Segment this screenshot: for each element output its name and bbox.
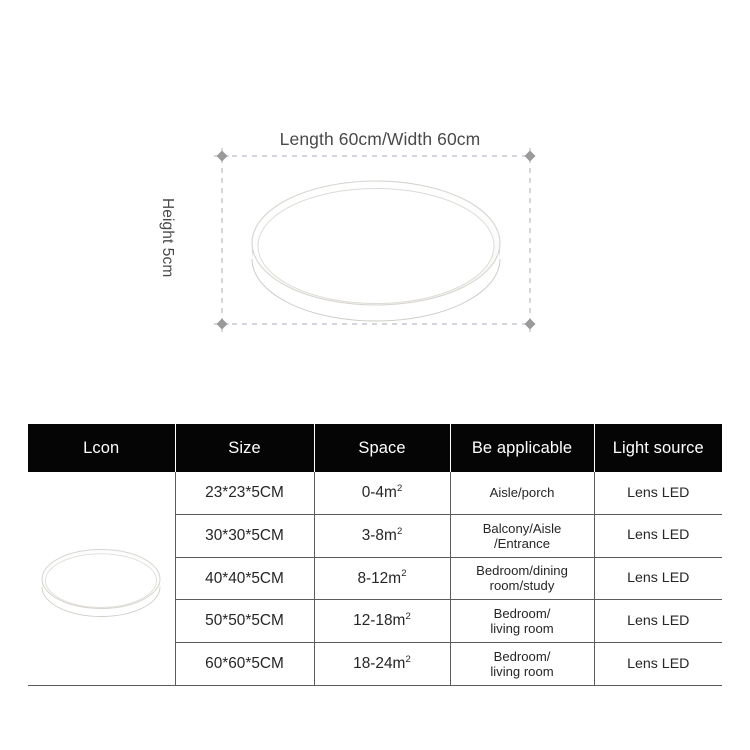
column-header-lightsource: Light source xyxy=(594,424,722,472)
cell-light-source: Lens LED xyxy=(594,599,722,644)
space-unit-superscript: 2 xyxy=(396,482,403,494)
column-header-space: Space xyxy=(314,424,451,472)
cell-applicable: Bedroom/living room xyxy=(450,599,595,644)
cell-size: 60*60*5CM xyxy=(175,642,315,686)
applicable-line-2: /Entrance xyxy=(493,535,551,551)
applicable-line-1: Aisle/porch xyxy=(489,485,555,501)
cell-space: 3-8m2 xyxy=(314,514,451,558)
space-value: 0-4m xyxy=(361,483,397,501)
dimension-diagram: Length 60cm/Width 60cm Height 5cm xyxy=(159,129,536,332)
cell-applicable: Balcony/Aisle/Entrance xyxy=(450,514,595,558)
column-header-icon: Lcon xyxy=(28,424,176,472)
applicable-line-1: Bedroom/ xyxy=(493,648,551,664)
space-value: 8-12m xyxy=(357,569,402,587)
space-unit-superscript: 2 xyxy=(405,611,411,623)
applicable-line-1: Bedroom/dining xyxy=(476,563,568,579)
applicable-line-2: living room xyxy=(490,664,554,680)
cell-light-source: Lens LED xyxy=(594,514,722,558)
table-row: 50*50*5CM 12-18m2 Bedroom/living room Le… xyxy=(28,599,722,644)
applicable-line-2: living room xyxy=(490,621,554,637)
cell-size: 30*30*5CM xyxy=(175,514,315,558)
table-row: 40*40*5CM 8-12m2 Bedroom/dining room/stud… xyxy=(28,557,722,601)
cell-space: 8-12m2 xyxy=(314,557,451,601)
cell-space: 18-24m2 xyxy=(314,642,451,686)
ceiling-lamp-icon xyxy=(251,180,501,322)
cell-light-source: Lens LED xyxy=(594,557,722,601)
column-header-applicable: Be applicable xyxy=(450,424,595,472)
table-row: 23*23*5CM 0-4m2 Aisle/porch Lens LED xyxy=(28,472,722,686)
table-row: 60*60*5CM 18-24m2 Bedroom/living room Le… xyxy=(28,642,722,686)
product-thumbnail xyxy=(28,472,175,685)
applicable-line-1: Balcony/Aisle xyxy=(482,520,562,536)
specification-table: Lcon Size Space Be applicable Light sour… xyxy=(28,424,722,686)
ceiling-lamp-thumb-icon xyxy=(41,549,161,618)
table-row: 30*30*5CM 3-8m2 Balcony/Aisle/Entrance L… xyxy=(28,514,722,558)
space-unit-superscript: 2 xyxy=(396,525,403,537)
dimension-markers xyxy=(216,150,536,330)
product-icon-cell xyxy=(28,472,176,686)
applicable-line-1: Bedroom/ xyxy=(493,606,551,622)
dimension-title: Length 60cm/Width 60cm xyxy=(279,129,481,149)
cell-size: 50*50*5CM xyxy=(175,599,315,644)
column-header-size: Size xyxy=(175,424,315,472)
cell-light-source: Lens LED xyxy=(594,472,722,515)
table-header-row: Lcon Size Space Be applicable Light sour… xyxy=(28,424,722,472)
space-unit-superscript: 2 xyxy=(405,654,411,666)
space-value: 3-8m xyxy=(361,526,397,544)
cell-space: 12-18m2 xyxy=(314,599,451,644)
space-value: 12-18m xyxy=(353,612,406,630)
cell-applicable: Bedroom/dining room/study xyxy=(450,557,595,601)
dimension-height-label: Height 5cm xyxy=(159,198,176,278)
cell-applicable: Aisle/porch xyxy=(450,472,595,515)
dimension-diagram-svg xyxy=(214,148,536,332)
cell-size: 40*40*5CM xyxy=(175,557,315,601)
cell-space: 0-4m2 xyxy=(314,472,451,515)
cell-light-source: Lens LED xyxy=(594,642,722,686)
cell-applicable: Bedroom/living room xyxy=(450,642,595,686)
space-value: 18-24m xyxy=(353,655,406,673)
space-unit-superscript: 2 xyxy=(401,568,407,580)
cell-size: 23*23*5CM xyxy=(175,472,315,515)
applicable-line-2: room/study xyxy=(489,578,555,594)
